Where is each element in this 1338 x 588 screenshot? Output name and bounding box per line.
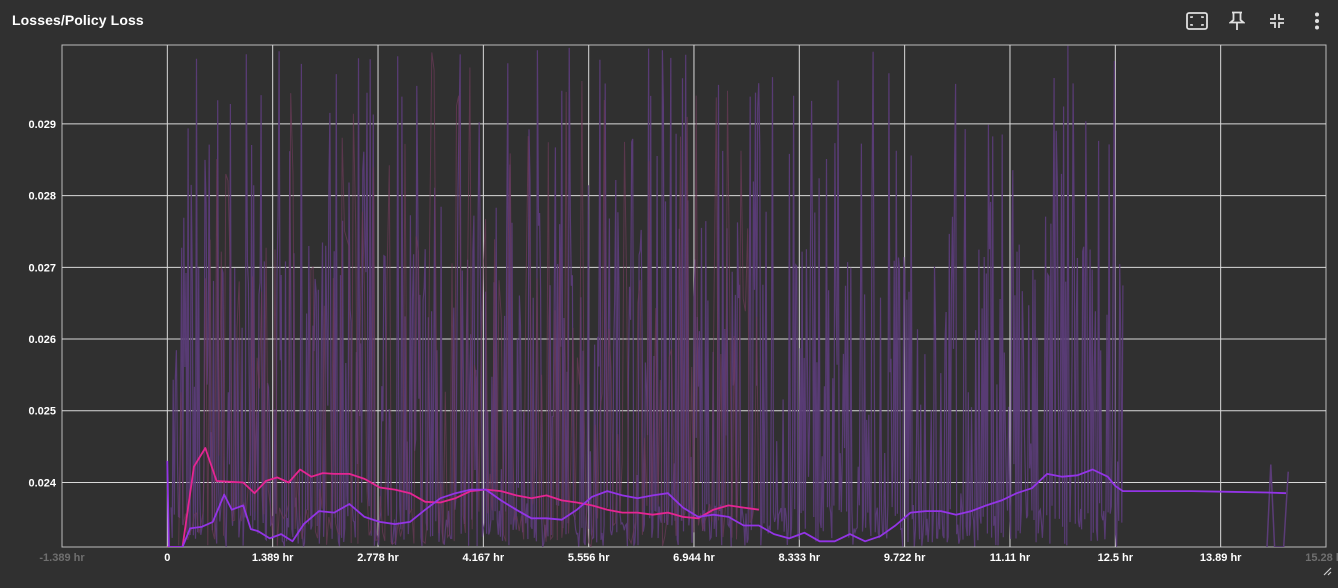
fit-to-screen-button[interactable]: [1184, 8, 1210, 34]
more-options-button[interactable]: [1304, 8, 1330, 34]
collapse-icon: [1270, 14, 1284, 28]
pin-icon: [1229, 11, 1245, 30]
more-vert-icon: [1315, 12, 1319, 30]
x-tick-label: 0: [164, 552, 170, 564]
raw-series-tail: [1266, 464, 1289, 547]
pin-button[interactable]: [1224, 8, 1250, 34]
x-tick-label: 8.333 hr: [779, 552, 821, 564]
card-header: Losses/Policy Loss: [0, 0, 1338, 42]
series-line-1[interactable]: [167, 447, 760, 547]
x-tick-label: 15.28 hr: [1305, 552, 1338, 564]
x-tick-label: -1.389 hr: [39, 552, 85, 564]
y-tick-label: 0.024: [28, 477, 56, 489]
fit-to-screen-icon: [1186, 12, 1208, 30]
y-tick-label: 0.026: [28, 334, 56, 346]
x-tick-label: 6.944 hr: [673, 552, 715, 564]
raw-series-purple: [170, 45, 1124, 547]
x-tick-label: 12.5 hr: [1098, 552, 1134, 564]
collapse-button[interactable]: [1264, 8, 1290, 34]
x-tick-label: 9.722 hr: [884, 552, 926, 564]
x-tick-label: 11.11 hr: [990, 552, 1031, 564]
y-tick-label: 0.027: [28, 262, 56, 274]
chart-area[interactable]: 0.024 0.025 0.026 0.027 0.028 0.029 -1.389 hr 0…: [0, 42, 1338, 582]
resize-handle-icon[interactable]: [1322, 566, 1332, 576]
x-tick-label: 2.778 hr: [357, 552, 399, 564]
line-chart[interactable]: 0.024 0.025 0.026 0.027 0.028 0.029 -1.389 hr 0…: [0, 42, 1338, 582]
chart-title: Losses/Policy Loss: [12, 12, 144, 28]
y-tick-label: 0.029: [28, 119, 56, 131]
series-line-2[interactable]: [166, 460, 1287, 547]
x-tick-label: 13.89 hr: [1200, 552, 1242, 564]
x-tick-label: 1.389 hr: [252, 552, 294, 564]
x-tick-label: 4.167 hr: [463, 552, 505, 564]
raw-series-magenta: [178, 52, 760, 547]
x-tick-label: 5.556 hr: [568, 552, 610, 564]
y-tick-label: 0.028: [28, 191, 56, 203]
y-tick-label: 0.025: [28, 406, 56, 418]
chart-toolbar: [1170, 8, 1330, 34]
